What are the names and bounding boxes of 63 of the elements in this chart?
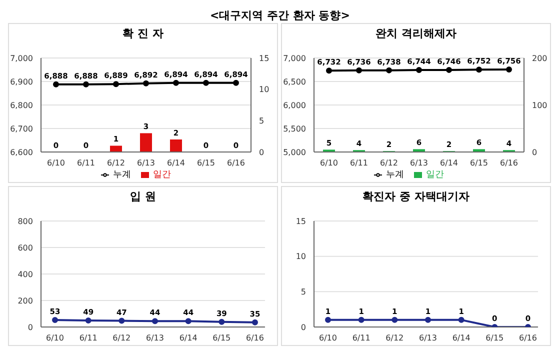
x-tick-label: 6/10 — [319, 334, 337, 343]
y-tick-label: 10 — [296, 252, 306, 262]
chart-title: 확진자 중 자택대기자 — [362, 189, 470, 205]
y-tick-label: 600 — [18, 243, 33, 252]
x-tick-label: 6/13 — [419, 334, 437, 343]
y2-tick-label: 0 — [532, 148, 538, 157]
legend-label: 누계 — [113, 170, 131, 180]
y-tick-label: 6,500 — [283, 77, 306, 86]
x-tick-label: 6/11 — [79, 334, 98, 343]
x-tick-label: 6/11 — [352, 334, 370, 343]
y-tick-label: 6,800 — [10, 100, 33, 110]
x-tick-label: 6/16 — [500, 158, 518, 168]
x-tick-label: 6/10 — [320, 158, 338, 168]
text: <대구지역 주간 환자 동향> — [209, 8, 351, 23]
x-tick-label: 6/16 — [519, 334, 537, 343]
x-tick-label: 6/12 — [112, 334, 131, 343]
y-tick-label: 6,700 — [10, 124, 33, 134]
y2-tick-label: 5 — [259, 116, 264, 126]
x-tick-label: 6/15 — [197, 158, 215, 168]
x-tick-label: 6/13 — [137, 158, 155, 168]
y-tick-label: 5,000 — [283, 148, 306, 157]
y-tick-label: 0 — [300, 322, 306, 332]
y-tick-label: 400 — [18, 270, 33, 279]
chart-title: 입 원 — [129, 189, 157, 205]
x-tick-label: 6/15 — [486, 334, 504, 343]
x-tick-label: 6/13 — [146, 334, 164, 343]
y-tick-label: 6,000 — [283, 100, 306, 110]
x-tick-label: 6/10 — [46, 334, 64, 343]
x-tick-label: 6/12 — [380, 158, 398, 168]
x-tick-label: 6/11 — [77, 158, 95, 168]
y-tick-label: 5 — [300, 288, 306, 297]
x-tick-label: 6/16 — [227, 158, 245, 168]
y2-tick-label: 15 — [259, 54, 270, 63]
y-tick-label: 5,500 — [283, 124, 306, 134]
y-tick-label: 6,900 — [10, 77, 33, 86]
x-tick-label: 6/10 — [47, 158, 65, 168]
x-tick-label: 6/12 — [386, 334, 404, 343]
y-tick-label: 800 — [18, 216, 33, 226]
legend-label: 일간 — [153, 170, 171, 180]
y2-tick-label: 200 — [532, 54, 548, 63]
legend-label: 일간 — [426, 170, 444, 180]
legend-label: 누계 — [386, 170, 404, 180]
x-tick-label: 6/16 — [246, 334, 264, 343]
y-tick-label: 6,600 — [10, 148, 33, 157]
x-tick-label: 6/12 — [107, 158, 125, 168]
y2-tick-label: 0 — [259, 148, 264, 157]
x-tick-label: 6/13 — [410, 158, 428, 168]
y-tick-label: 200 — [18, 296, 33, 306]
x-tick-label: 6/15 — [212, 334, 231, 343]
x-tick-label: 6/14 — [167, 158, 185, 168]
x-tick-label: 6/11 — [350, 158, 368, 168]
y-tick-label: 15 — [296, 216, 306, 226]
y2-tick-label: 100 — [532, 100, 548, 110]
x-tick-label: 6/15 — [470, 158, 488, 168]
y-tick-label: 0 — [28, 322, 33, 332]
x-tick-label: 6/14 — [452, 334, 470, 343]
y-tick-label: 7,000 — [10, 54, 33, 63]
x-tick-label: 6/14 — [440, 158, 458, 168]
y-tick-label: 7,000 — [283, 54, 306, 63]
x-tick-label: 6/14 — [179, 334, 198, 343]
y2-tick-label: 10 — [259, 85, 270, 94]
chart-title: 확 진 자 — [122, 26, 164, 42]
chart-title: 완치 격리해제자 — [374, 26, 458, 42]
